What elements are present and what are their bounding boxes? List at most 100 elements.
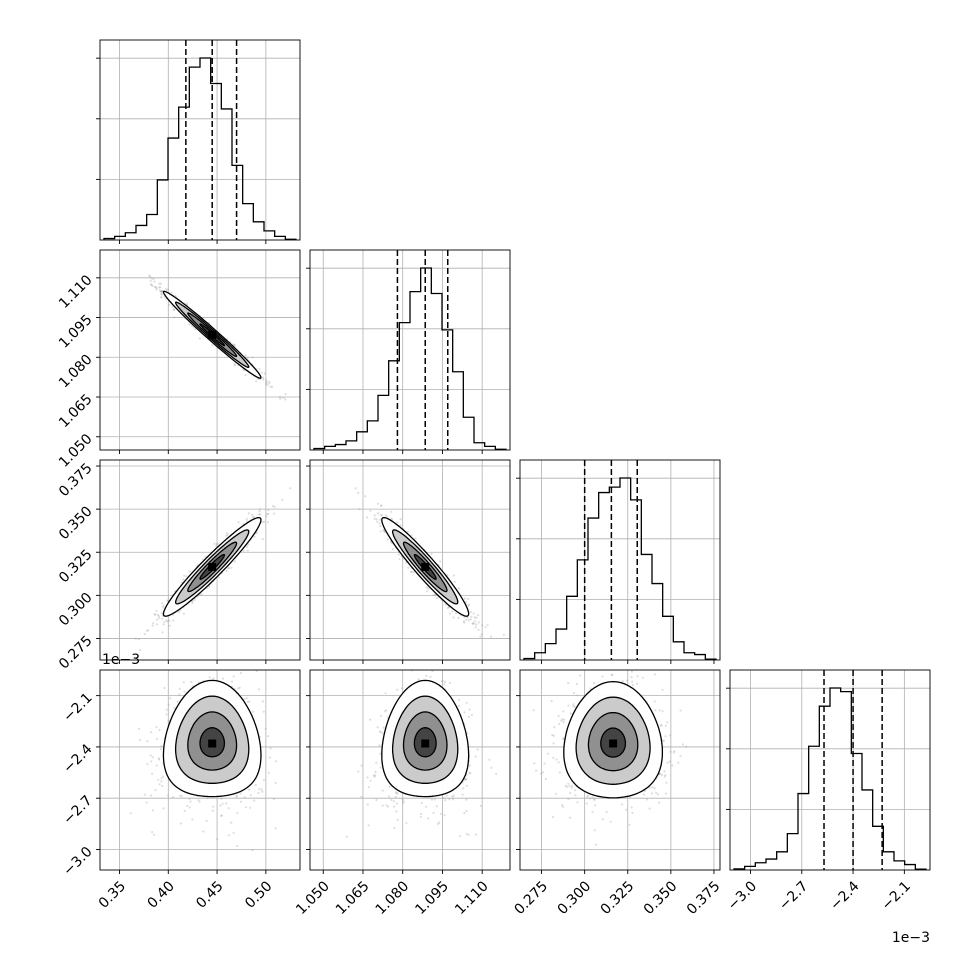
scatter-point: [463, 711, 466, 714]
scatter-point: [232, 831, 235, 834]
scatter-point: [246, 520, 249, 523]
scatter-point: [247, 788, 251, 791]
panel-content: [310, 670, 510, 870]
scatter-point: [198, 337, 201, 340]
scatter-point: [138, 638, 141, 641]
scatter-point: [472, 622, 475, 625]
scatter-point: [165, 287, 168, 290]
scatter-point: [345, 835, 348, 838]
scatter-point: [480, 633, 483, 636]
scatter-point: [160, 296, 163, 299]
scatter-point: [143, 793, 146, 796]
scatter-point: [208, 676, 211, 679]
scatter-point: [151, 809, 154, 812]
scatter-point: [158, 286, 161, 289]
scatter-point: [393, 826, 396, 830]
scatter-point: [235, 794, 239, 797]
scatter-point: [219, 804, 222, 807]
scatter-point: [467, 597, 470, 601]
scatter-point: [382, 726, 385, 729]
scatter-point: [166, 794, 170, 797]
scatter-point: [441, 679, 444, 682]
panel-content: [310, 250, 510, 450]
scatter-point: [399, 518, 402, 521]
scatter-point: [239, 800, 242, 803]
scatter-point: [132, 656, 135, 660]
y-tick-label: 1.050: [56, 431, 96, 471]
scatter-point: [390, 798, 393, 802]
scatter-point: [145, 801, 148, 804]
scatter-point: [402, 800, 405, 803]
scatter-point: [465, 701, 468, 705]
scatter-point: [462, 787, 465, 790]
scatter-point: [381, 732, 384, 735]
scatter-point: [151, 831, 154, 834]
scatter-point: [138, 738, 142, 742]
scatter-point: [154, 613, 157, 616]
scatter-point: [394, 795, 397, 799]
scatter-point: [170, 291, 173, 294]
scatter-point: [166, 599, 169, 602]
scatter-point: [213, 542, 216, 545]
histogram-panel-1: [306, 249, 511, 454]
x-tick-label: 1.110: [452, 878, 492, 918]
scatter-point: [394, 791, 397, 794]
y-tick-label: −2.1: [60, 690, 95, 725]
scatter-point: [183, 809, 186, 813]
scatter-point: [262, 710, 265, 713]
scatter-point: [245, 517, 248, 521]
scatter-point: [160, 293, 163, 296]
scatter-point: [463, 812, 466, 815]
scatter-point: [249, 794, 252, 797]
scatter-point: [594, 804, 597, 807]
scatter-point: [158, 616, 161, 620]
scatter-point: [664, 774, 667, 777]
scatter-point: [391, 548, 394, 551]
scatter-point: [375, 518, 378, 521]
scatter-point: [469, 611, 472, 614]
x-tick-label: 1.050: [293, 878, 333, 918]
scatter-point: [149, 283, 152, 286]
scatter-point: [458, 704, 461, 708]
scatter-point: [289, 487, 292, 490]
scatter-point: [475, 623, 478, 626]
scatter-point: [386, 515, 389, 518]
scatter-point: [182, 681, 185, 684]
density-peak: [208, 330, 217, 339]
scatter-point: [137, 727, 140, 731]
scatter-point: [467, 619, 470, 622]
scatter-point: [435, 597, 438, 600]
histogram-panel-0: [96, 39, 301, 244]
scatter-point: [155, 609, 158, 613]
scatter-point: [463, 597, 466, 600]
scatter-point: [216, 838, 219, 841]
scatter-point: [160, 612, 163, 615]
scatter-point: [395, 810, 398, 813]
scatter-point: [452, 574, 456, 577]
x-tick-label: 0.45: [193, 878, 226, 911]
scatter-point: [631, 683, 634, 687]
scatter-point: [153, 833, 156, 836]
scatter-point: [366, 803, 369, 806]
scatter-point: [384, 692, 387, 695]
scatter-point: [406, 530, 409, 534]
scatter-point: [410, 534, 413, 537]
scatter-point: [167, 703, 170, 706]
scatter-point: [654, 709, 657, 712]
scatter-point: [386, 538, 389, 541]
scatter-point: [463, 778, 466, 781]
scatter-point: [381, 804, 384, 807]
scatter-point: [272, 797, 276, 801]
scatter-point: [468, 708, 471, 711]
scatter-point: [429, 675, 432, 679]
scatter-point: [466, 732, 469, 735]
scatter-point: [153, 613, 156, 616]
scatter-point: [458, 835, 461, 838]
scatter-point: [185, 302, 188, 305]
scatter-point: [470, 615, 473, 618]
scatter-point: [189, 800, 192, 803]
scatter-point: [417, 678, 420, 681]
scatter-point: [155, 618, 159, 621]
scatter-point: [157, 757, 160, 760]
scatter-point: [432, 593, 435, 597]
